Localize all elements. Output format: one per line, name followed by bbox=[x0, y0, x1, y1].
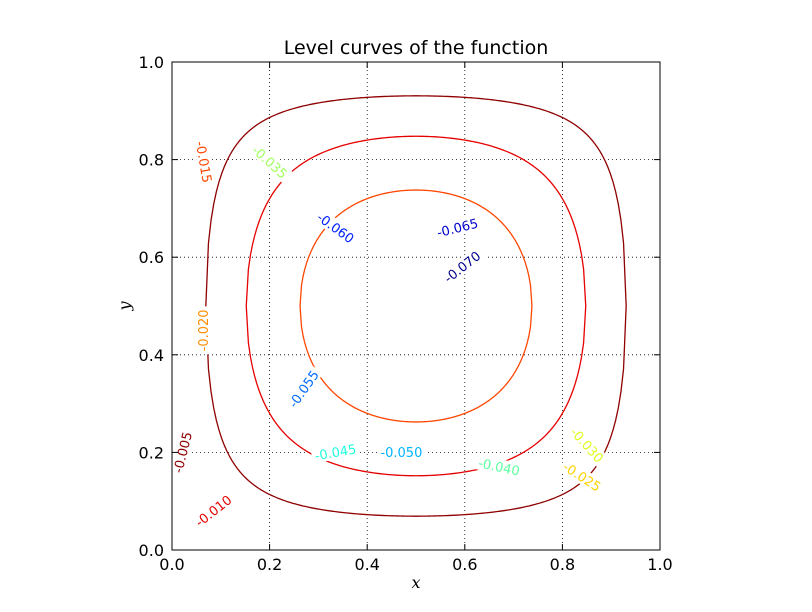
contour-label-text: -0.045 bbox=[314, 442, 358, 464]
contour-label-text: -0.050 bbox=[380, 446, 422, 461]
contour-label-bg bbox=[169, 427, 196, 478]
x-axis-label: x bbox=[411, 573, 420, 592]
contour-line bbox=[205, 95, 627, 517]
contour-label-bg bbox=[192, 136, 216, 187]
contour-label-text: -0.015 bbox=[192, 140, 214, 184]
contour-label: -0.015 bbox=[192, 136, 216, 187]
contour-label-bg bbox=[311, 207, 360, 248]
x-tick-label: 0.2 bbox=[257, 555, 282, 574]
contour-line bbox=[245, 135, 587, 477]
y-tick-label: 0.8 bbox=[139, 151, 164, 170]
contour-line bbox=[299, 189, 533, 423]
contour-label-bg bbox=[310, 440, 361, 464]
x-tick-label: 0.4 bbox=[354, 555, 379, 574]
axis-ticks: 0.0 0.2 0.4 0.6 0.8 1.0 0.0 0.2 0.4 0.6 0.8 1.0 bbox=[139, 53, 673, 574]
contour-label-bg bbox=[474, 454, 525, 479]
contour-label-bg bbox=[565, 421, 609, 468]
x-tick-label: 1.0 bbox=[647, 555, 672, 574]
contour-label: -0.050 bbox=[377, 444, 426, 461]
contour-label-bg bbox=[432, 214, 483, 241]
y-tick-label: 0.0 bbox=[139, 541, 164, 560]
contour-label-bg bbox=[195, 306, 211, 355]
contour-label-bg bbox=[283, 364, 324, 413]
x-tick-label: 0.8 bbox=[550, 555, 575, 574]
contour-label: -0.045 bbox=[310, 440, 361, 464]
x-tick-label: 0.0 bbox=[159, 555, 184, 574]
y-tick-label: 0.2 bbox=[139, 443, 164, 462]
y-tick-label: 1.0 bbox=[139, 53, 164, 72]
contour-lines bbox=[205, 95, 627, 517]
contour-label-bg bbox=[557, 457, 607, 496]
x-tick-label: 0.6 bbox=[452, 555, 477, 574]
y-tick-label: 0.4 bbox=[139, 346, 164, 365]
contour-label-text: -0.020 bbox=[197, 309, 212, 351]
y-tick-label: 0.6 bbox=[139, 248, 164, 267]
plot-frame bbox=[171, 61, 661, 551]
contour-label-bg bbox=[189, 489, 237, 532]
contour-label-bg bbox=[377, 444, 426, 460]
y-axis-label: y bbox=[115, 301, 134, 312]
chart-title: Level curves of the function bbox=[284, 37, 549, 59]
contour-label: -0.020 bbox=[195, 306, 212, 355]
contour-label-bg bbox=[247, 139, 293, 184]
contour-label-bg bbox=[438, 245, 486, 288]
